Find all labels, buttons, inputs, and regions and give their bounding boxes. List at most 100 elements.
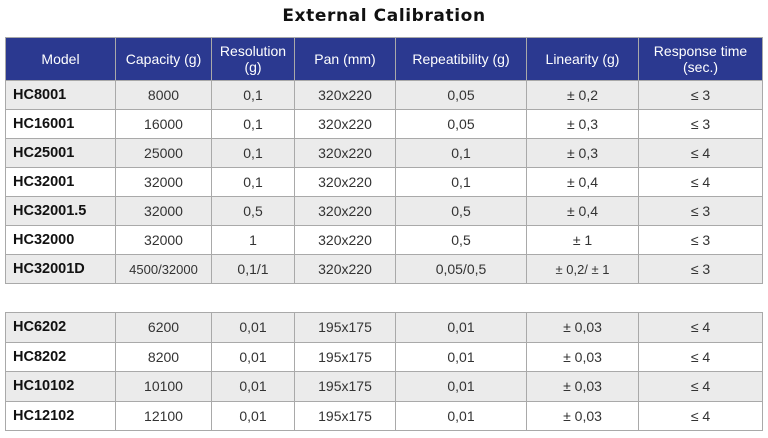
- table-body: HC6202 6200 0,01 195x175 0,01 ± 0,03 ≤ 4 HC8202…: [5, 312, 763, 431]
- cell-resolution: 0,01: [211, 371, 295, 402]
- cell-model: HC12102: [5, 400, 116, 431]
- cell-repeatibility: 0,1: [395, 167, 527, 197]
- cell-model: HC32001: [5, 167, 116, 197]
- cell-resolution: 0,01: [211, 341, 295, 372]
- table-row: HC32000 32000 1 320x220 0,5 ± 1 ≤ 3: [5, 225, 763, 255]
- cell-model: HC32001.5: [5, 196, 116, 226]
- cell-resolution: 1: [211, 225, 295, 255]
- cell-response-time: ≤ 3: [638, 196, 763, 226]
- cell-pan: 320x220: [294, 138, 396, 168]
- table-body: HC8001 8000 0,1 320x220 0,05 ± 0,2 ≤ 3 HC16001 1…: [5, 80, 763, 284]
- cell-pan: 195x175: [294, 341, 396, 372]
- cell-repeatibility: 0,01: [395, 341, 527, 372]
- cell-repeatibility: 0,5: [395, 196, 527, 226]
- table-row: HC8202 8200 0,01 195x175 0,01 ± 0,03 ≤ 4: [5, 341, 763, 372]
- table-row: HC32001 32000 0,1 320x220 0,1 ± 0,4 ≤ 4: [5, 167, 763, 197]
- cell-pan: 320x220: [294, 167, 396, 197]
- cell-repeatibility: 0,01: [395, 400, 527, 431]
- table-row: HC32001D 4500/32000 0,1/1 320x220 0,05/0,5 ± …: [5, 254, 763, 284]
- cell-response-time: ≤ 4: [638, 400, 763, 431]
- cell-resolution: 0,1: [211, 109, 295, 139]
- column-header-repeatibility: Repeatibility (g): [395, 37, 527, 81]
- cell-linearity: ± 0,03: [526, 400, 639, 431]
- cell-pan: 320x220: [294, 109, 396, 139]
- cell-capacity: 6200: [115, 312, 212, 343]
- cell-response-time: ≤ 3: [638, 254, 763, 284]
- cell-model: HC25001: [5, 138, 116, 168]
- table-row: HC8001 8000 0,1 320x220 0,05 ± 0,2 ≤ 3: [5, 80, 763, 110]
- cell-model: HC8001: [5, 80, 116, 110]
- cell-capacity: 12100: [115, 400, 212, 431]
- cell-response-time: ≤ 4: [638, 138, 763, 168]
- table-row: HC6202 6200 0,01 195x175 0,01 ± 0,03 ≤ 4: [5, 312, 763, 343]
- cell-pan: 320x220: [294, 80, 396, 110]
- cell-response-time: ≤ 4: [638, 371, 763, 402]
- cell-linearity: ± 0,2: [526, 80, 639, 110]
- table-row: HC25001 25000 0,1 320x220 0,1 ± 0,3 ≤ 4: [5, 138, 763, 168]
- cell-repeatibility: 0,1: [395, 138, 527, 168]
- cell-repeatibility: 0,05: [395, 80, 527, 110]
- cell-pan: 195x175: [294, 400, 396, 431]
- cell-response-time: ≤ 3: [638, 80, 763, 110]
- cell-response-time: ≤ 3: [638, 225, 763, 255]
- calibration-table: Model Capacity (g) Resolution (g) Pan (m…: [5, 37, 763, 284]
- cell-capacity: 4500/32000: [115, 254, 212, 284]
- cell-capacity: 10100: [115, 371, 212, 402]
- column-header-pan: Pan (mm): [294, 37, 396, 81]
- page-title: External Calibration: [282, 6, 486, 26]
- cell-linearity: ± 0,3: [526, 138, 639, 168]
- cell-response-time: ≤ 4: [638, 167, 763, 197]
- column-header-model: Model: [5, 37, 116, 81]
- cell-linearity: ± 0,03: [526, 341, 639, 372]
- cell-response-time: ≤ 4: [638, 312, 763, 343]
- cell-capacity: 32000: [115, 167, 212, 197]
- table-row: HC32001.5 32000 0,5 320x220 0,5 ± 0,4 ≤ 3: [5, 196, 763, 226]
- cell-repeatibility: 0,01: [395, 371, 527, 402]
- column-header-linearity: Linearity (g): [526, 37, 639, 81]
- cell-pan: 320x220: [294, 225, 396, 255]
- cell-pan: 320x220: [294, 254, 396, 284]
- table-row: HC10102 10100 0,01 195x175 0,01 ± 0,03 ≤ 4: [5, 371, 763, 402]
- cell-repeatibility: 0,5: [395, 225, 527, 255]
- cell-linearity: ± 0,4: [526, 196, 639, 226]
- table-header-row: Model Capacity (g) Resolution (g) Pan (m…: [5, 37, 763, 81]
- cell-model: HC6202: [5, 312, 116, 343]
- cell-linearity: ± 0,4: [526, 167, 639, 197]
- cell-model: HC8202: [5, 341, 116, 372]
- cell-resolution: 0,1: [211, 80, 295, 110]
- cell-linearity: ± 0,03: [526, 371, 639, 402]
- cell-linearity: ± 0,03: [526, 312, 639, 343]
- cell-resolution: 0,1: [211, 138, 295, 168]
- cell-capacity: 32000: [115, 225, 212, 255]
- cell-repeatibility: 0,05/0,5: [395, 254, 527, 284]
- column-header-response-time: Response time (sec.): [638, 37, 763, 81]
- cell-resolution: 0,5: [211, 196, 295, 226]
- table-row: HC16001 16000 0,1 320x220 0,05 ± 0,3 ≤ 3: [5, 109, 763, 139]
- cell-repeatibility: 0,05: [395, 109, 527, 139]
- cell-model: HC32000: [5, 225, 116, 255]
- column-header-capacity: Capacity (g): [115, 37, 212, 81]
- cell-resolution: 0,1: [211, 167, 295, 197]
- cell-capacity: 8200: [115, 341, 212, 372]
- calibration-table-secondary: HC6202 6200 0,01 195x175 0,01 ± 0,03 ≤ 4 HC8202…: [5, 312, 763, 431]
- cell-capacity: 8000: [115, 80, 212, 110]
- cell-capacity: 16000: [115, 109, 212, 139]
- cell-capacity: 32000: [115, 196, 212, 226]
- cell-model: HC16001: [5, 109, 116, 139]
- column-header-resolution: Resolution (g): [211, 37, 295, 81]
- cell-pan: 195x175: [294, 371, 396, 402]
- table-row: HC12102 12100 0,01 195x175 0,01 ± 0,03 ≤ 4: [5, 400, 763, 431]
- cell-capacity: 25000: [115, 138, 212, 168]
- cell-linearity: ± 0,2/ ± 1: [526, 254, 639, 284]
- cell-model: HC32001D: [5, 254, 116, 284]
- cell-resolution: 0,01: [211, 400, 295, 431]
- cell-resolution: 0,1/1: [211, 254, 295, 284]
- cell-response-time: ≤ 4: [638, 341, 763, 372]
- cell-model: HC10102: [5, 371, 116, 402]
- cell-pan: 195x175: [294, 312, 396, 343]
- cell-linearity: ± 1: [526, 225, 639, 255]
- cell-pan: 320x220: [294, 196, 396, 226]
- cell-linearity: ± 0,3: [526, 109, 639, 139]
- cell-resolution: 0,01: [211, 312, 295, 343]
- cell-repeatibility: 0,01: [395, 312, 527, 343]
